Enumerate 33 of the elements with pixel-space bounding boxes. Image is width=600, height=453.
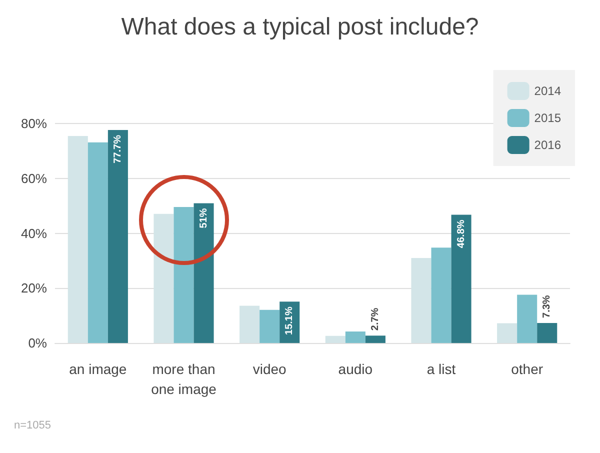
legend-label: 2015 <box>534 111 562 125</box>
data-label: 46.8% <box>456 220 467 248</box>
bar <box>345 331 366 343</box>
data-label: 15.1% <box>284 306 296 335</box>
x-tick-label: other <box>511 361 544 377</box>
bar <box>365 336 386 343</box>
data-label: 2.7% <box>370 308 381 331</box>
legend-label: 2016 <box>534 138 562 152</box>
text: n=1055 <box>14 420 52 432</box>
bar <box>108 130 128 343</box>
x-tick-label: a list <box>426 361 456 377</box>
y-tick-label: 80% <box>20 116 48 132</box>
x-tick-label: an image <box>69 361 127 377</box>
bar <box>194 203 214 343</box>
bar <box>431 248 452 343</box>
bar <box>174 207 194 343</box>
y-tick-label: 20% <box>20 280 48 296</box>
data-label: 51% <box>198 208 210 228</box>
bar <box>88 142 108 343</box>
chart-title: What does a typical post include? <box>121 14 479 40</box>
data-label: 7.3% <box>542 295 553 318</box>
x-tick-label: video <box>252 361 287 377</box>
x-tick-label: more than one image <box>151 361 217 397</box>
bar <box>517 294 538 343</box>
y-tick-label: 60% <box>20 171 48 186</box>
y-tick-label: 40% <box>20 226 48 241</box>
legend-label: 2014 <box>534 84 562 98</box>
bar <box>451 214 472 343</box>
x-tick-label: audio <box>338 361 373 377</box>
bar <box>260 310 280 343</box>
data-label: 77.7% <box>112 134 124 164</box>
y-tick-label: 0% <box>28 336 48 350</box>
bar <box>537 322 558 343</box>
